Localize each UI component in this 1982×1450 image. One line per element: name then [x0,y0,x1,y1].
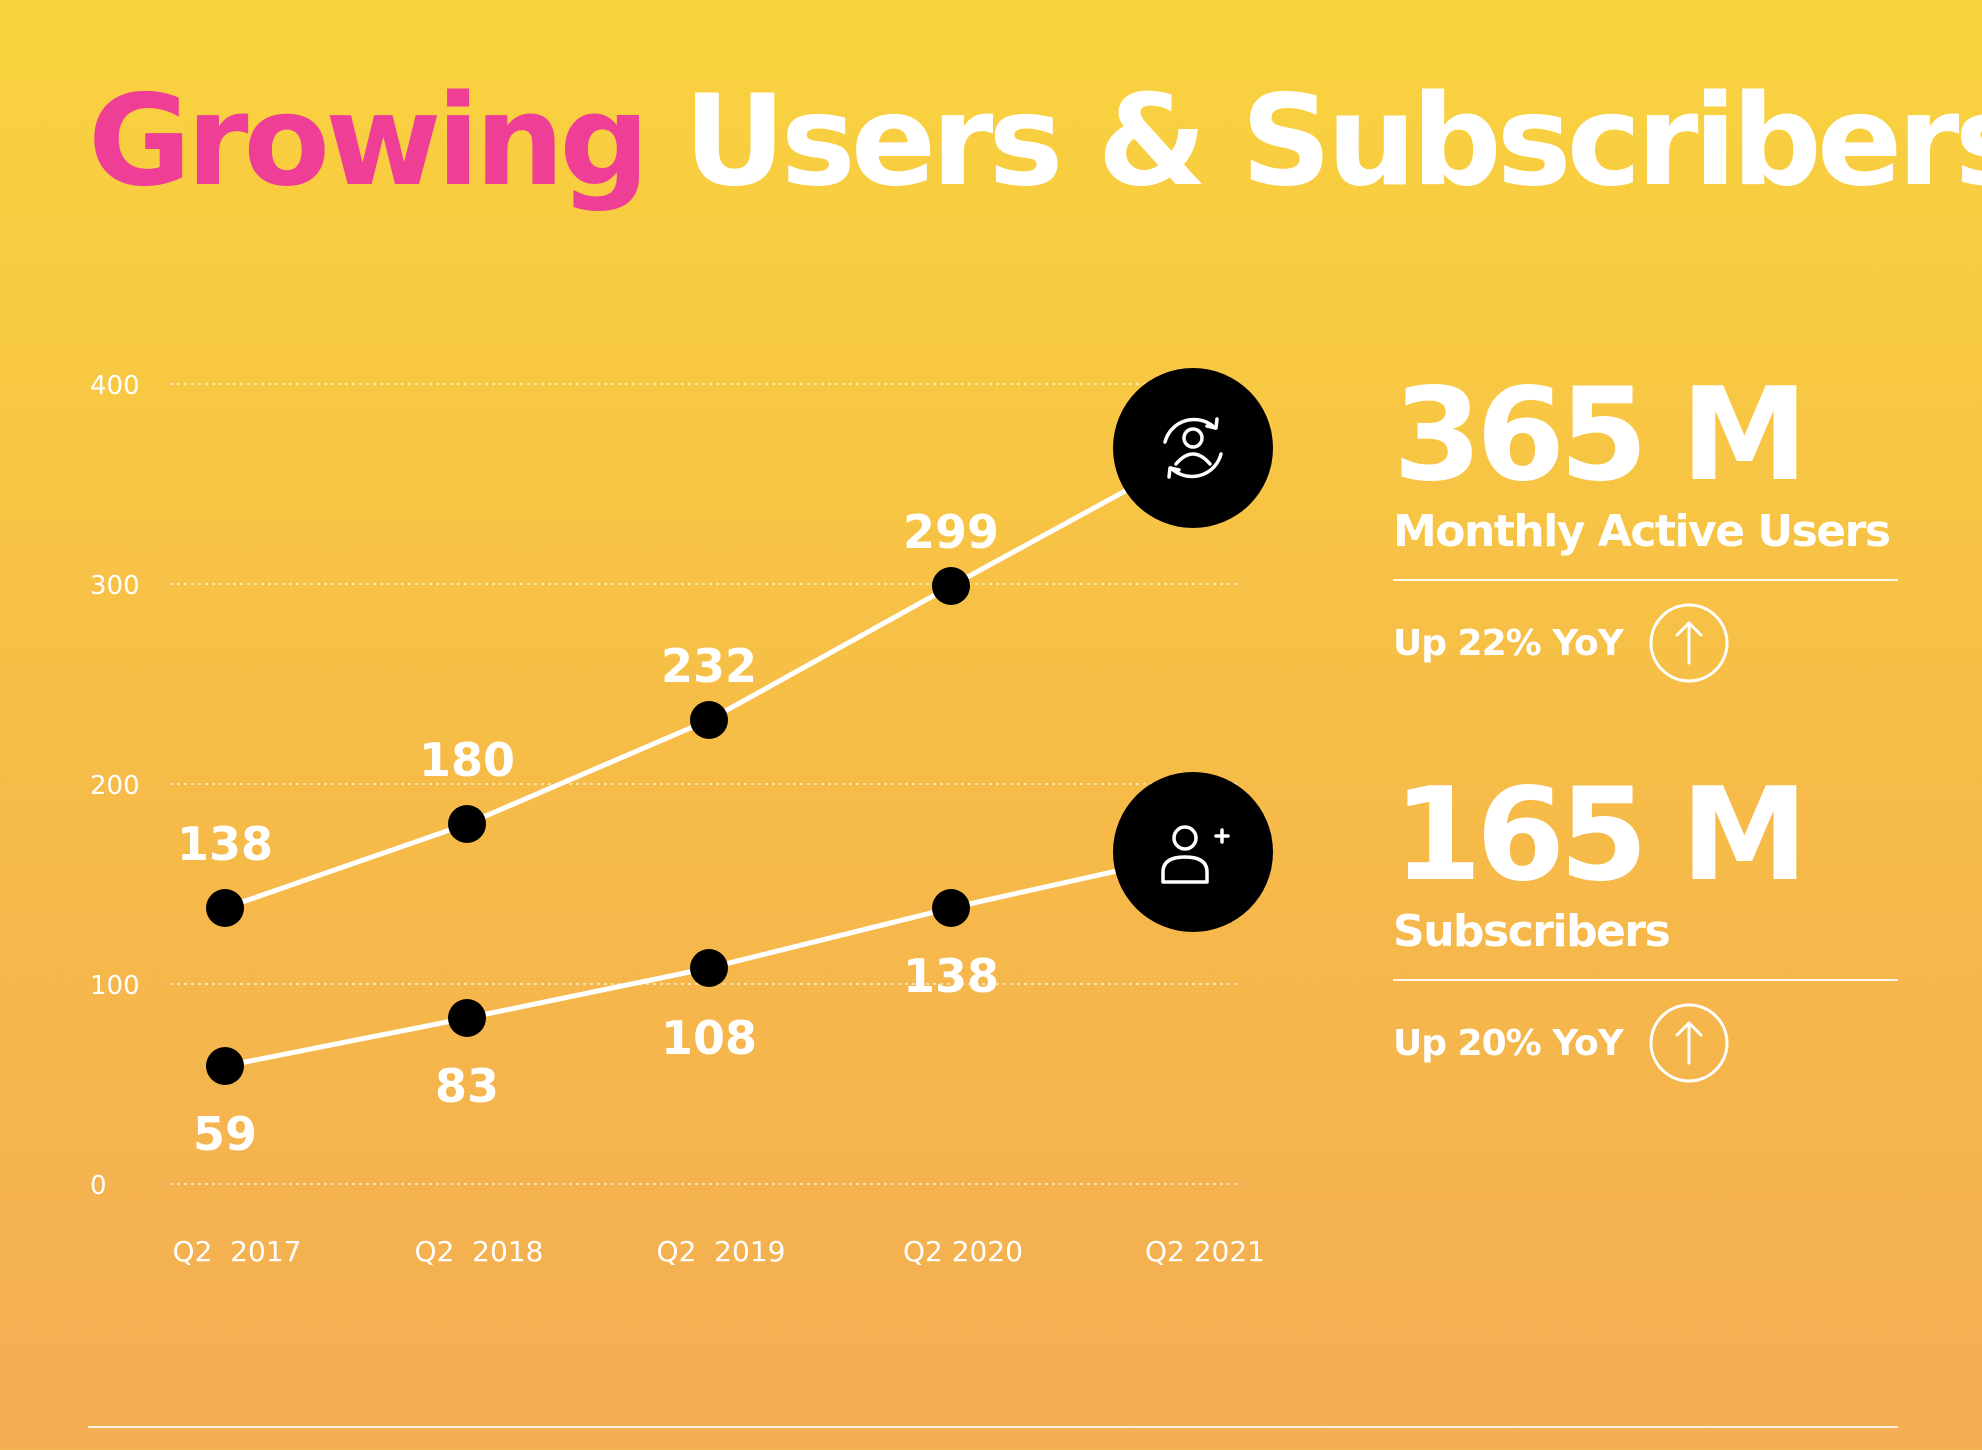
title-highlight: Growing [88,67,650,214]
yoy-text: Up 22% YoY [1393,622,1624,664]
data-point [690,949,728,987]
data-label: 299 [903,505,999,559]
data-point [206,889,244,927]
data-point [448,805,486,843]
y-tick-label: 200 [90,771,140,801]
data-label: 59 [193,1107,257,1161]
cycle-arrowhead [1167,466,1181,479]
person-head [1182,427,1204,449]
stat-value: 365 M [1393,361,1808,510]
x-tick-label: Q2 2018 [415,1235,544,1268]
x-tick-label: Q2 2019 [657,1235,786,1268]
stat-monthly-active-users: 365 M Monthly Active Users Up 22% YoY [1393,372,1898,683]
add-user-icon [1113,772,1273,932]
cycle-arrowhead [1205,417,1219,430]
cycle-arc [1163,417,1217,444]
data-point [448,999,486,1037]
yoy-row: Up 22% YoY [1393,603,1898,683]
title-rest: Users & Subscribers [683,67,1982,214]
data-label: 232 [661,639,757,693]
person-body [1174,452,1212,466]
divider [1393,579,1898,581]
arrow-up-icon [1649,603,1729,683]
data-point [932,889,970,927]
data-label: 138 [177,817,273,871]
stat-label: Monthly Active Users [1393,506,1891,557]
bottom-divider [88,1426,1898,1428]
data-point [690,701,728,739]
users-cycle-icon [1113,368,1273,528]
y-tick-label: 0 [90,1171,107,1201]
data-label: 180 [419,733,515,787]
growth-line-chart: 0 100 200 300 400 Q2 2017 Q2 2018 Q2 2019 Q2 20… [90,368,1273,1268]
stat-value: 165 M [1393,761,1808,910]
divider [1393,979,1898,981]
arrow-up-icon [1649,1003,1729,1083]
y-tick-label: 400 [90,371,140,401]
x-tick-label: Q2 2017 [173,1235,302,1268]
data-label: 83 [435,1059,499,1113]
page-title: Growing Users & Subscribers [88,78,1982,204]
y-tick-label: 100 [90,971,140,1001]
data-label: 138 [903,949,999,1003]
data-point [932,567,970,605]
stat-subscribers: 165 M Subscribers Up 20% YoY [1393,772,1898,1083]
x-tick-label: Q2 2021 [1145,1235,1265,1268]
person-head [1172,825,1198,851]
stat-label: Subscribers [1393,906,1671,957]
x-tick-label: Q2 2020 [903,1235,1023,1268]
yoy-text: Up 20% YoY [1393,1022,1624,1064]
end-marker [1113,772,1273,932]
data-point [206,1047,244,1085]
yoy-row: Up 20% YoY [1393,1003,1898,1083]
person-body [1161,855,1209,884]
cycle-arc [1169,452,1223,479]
data-label: 108 [661,1011,757,1065]
y-tick-label: 300 [90,571,140,601]
